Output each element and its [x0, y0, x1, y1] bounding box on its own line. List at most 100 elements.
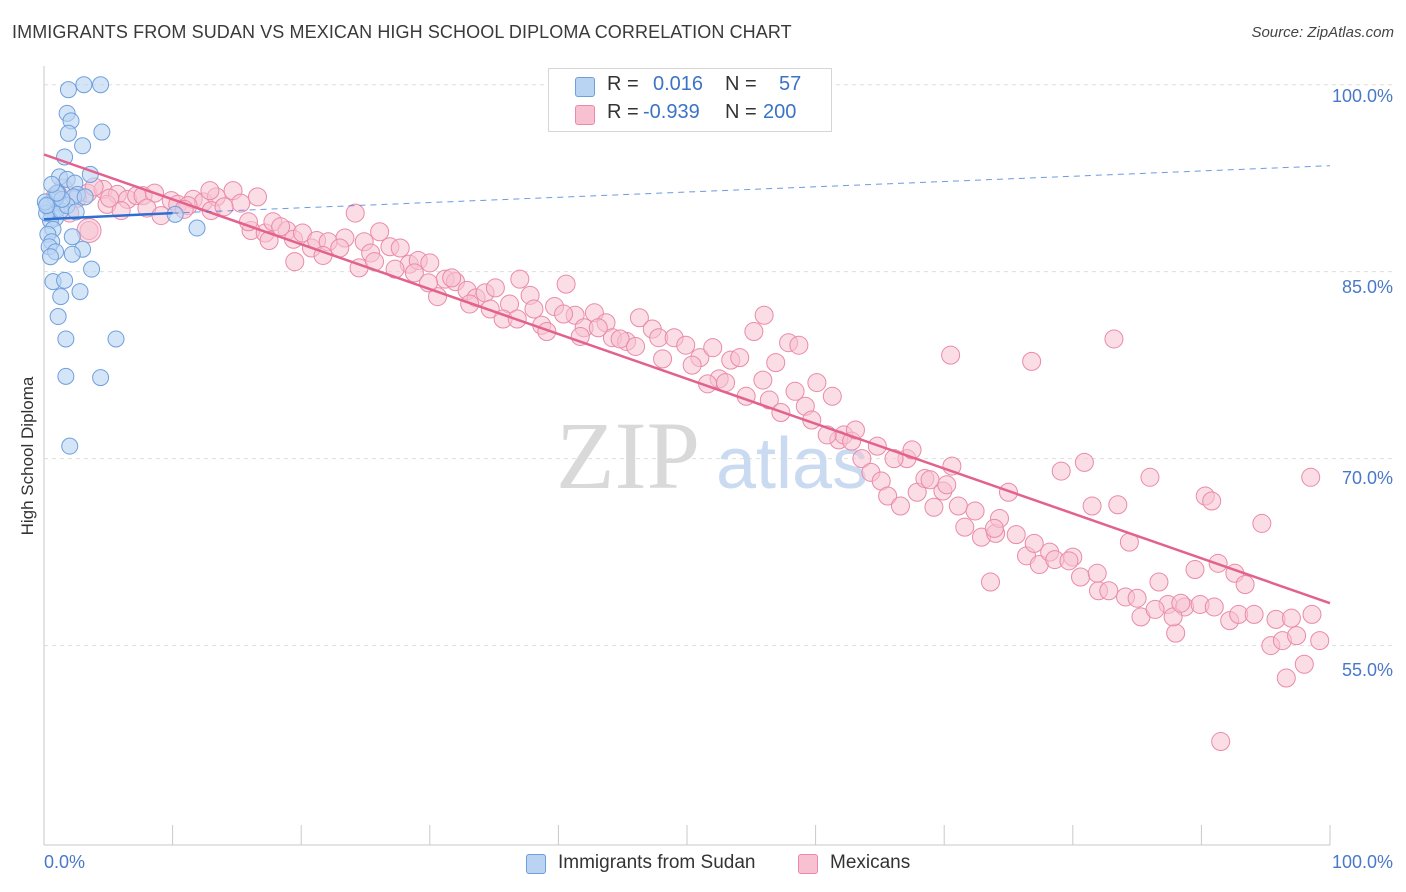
gridlines — [44, 84, 1392, 647]
point-mexicans-127 — [941, 345, 961, 365]
point-mexicans-150 — [442, 268, 462, 288]
point-mexicans-158 — [588, 318, 608, 338]
point-mexicans-102 — [1140, 467, 1160, 487]
point-mexicans-128 — [754, 305, 774, 325]
point-mexicans-148 — [404, 263, 424, 283]
point-mexicans-123 — [1301, 467, 1321, 487]
point-sudan-7 — [74, 137, 92, 155]
point-mexicans-174 — [884, 449, 904, 469]
x-tick-max: 100.0% — [1331, 852, 1393, 872]
point-mexicans-178 — [948, 496, 968, 516]
watermark: ZIP atlas — [556, 402, 868, 509]
swatch-mexicans — [575, 105, 595, 125]
point-mexicans-189 — [1127, 588, 1147, 608]
point-mexicans-175 — [902, 440, 922, 460]
point-mexicans-200 — [100, 188, 120, 208]
point-sudan-6 — [93, 123, 111, 141]
point-mexicans-105 — [1166, 623, 1186, 643]
x-tick-min: 0.0% — [44, 852, 86, 872]
point-mexicans-120 — [1294, 654, 1314, 674]
r-label: R = — [607, 101, 639, 123]
point-sudan-42 — [56, 271, 74, 289]
point-sudan-47 — [107, 330, 125, 348]
point-mexicans-141 — [259, 230, 279, 250]
point-mexicans-161 — [653, 349, 673, 369]
point-mexicans-126 — [980, 572, 1000, 592]
source-label: Source: ZipAtlas.com — [1251, 24, 1394, 41]
n-value-sudan: 57 — [779, 73, 802, 95]
point-mexicans-109 — [1202, 491, 1222, 511]
point-sudan-39 — [41, 248, 59, 266]
point-mexicans-83 — [924, 497, 944, 517]
point-mexicans-117 — [1287, 626, 1307, 646]
point-mexicans-17 — [231, 193, 251, 213]
point-mexicans-61 — [703, 338, 723, 358]
point-mexicans-99 — [1108, 495, 1128, 515]
point-mexicans-202 — [200, 181, 220, 201]
swatch-sudan — [575, 77, 595, 97]
point-sudan-44 — [52, 288, 70, 306]
point-mexicans-196 — [1244, 604, 1264, 624]
point-mexicans-156 — [537, 321, 557, 341]
point-mexicans-65 — [744, 321, 764, 341]
point-sudan-0 — [75, 76, 93, 94]
point-mexicans-69 — [789, 335, 809, 355]
point-mexicans-59 — [676, 335, 696, 355]
point-mexicans-75 — [852, 449, 872, 469]
n-label: N = — [725, 73, 757, 95]
legend-swatch-sudan — [526, 854, 546, 874]
point-mexicans-42 — [485, 278, 505, 298]
point-mexicans-166 — [759, 390, 779, 410]
point-mexicans-185 — [1071, 567, 1091, 587]
point-sudan-40 — [83, 260, 101, 278]
point-mexicans-67 — [766, 353, 786, 373]
point-mexicans-31 — [370, 222, 390, 242]
point-sudan-38 — [63, 245, 81, 263]
point-mexicans-131 — [285, 252, 305, 272]
point-mexicans-142 — [271, 217, 291, 237]
point-mexicans-33 — [390, 238, 410, 258]
r-value-mexicans: -0.939 — [643, 101, 700, 123]
y-tick-70: 70.0% — [1341, 468, 1393, 488]
trend-line-sudan-extension — [172, 165, 1331, 214]
n-value-mexicans: 200 — [763, 101, 797, 123]
point-sudan-45 — [49, 308, 67, 326]
watermark-zip: ZIP — [556, 402, 700, 509]
legend-label-mexicans: Mexicans — [830, 852, 911, 873]
point-mexicans-187 — [1099, 581, 1119, 601]
point-mexicans-78 — [878, 486, 898, 506]
point-mexicans-118 — [1302, 604, 1322, 624]
chart-title: IMMIGRANTS FROM SUDAN VS MEXICAN HIGH SC… — [12, 22, 792, 42]
series-sudan-points — [36, 76, 206, 455]
y-axis-label-text: High School Diploma — [18, 376, 37, 536]
point-mexicans-180 — [984, 518, 1004, 538]
trend-line-sudan — [43, 211, 173, 221]
legend: Immigrants from Sudan Mexicans — [0, 852, 1406, 878]
point-mexicans-155 — [524, 299, 544, 319]
point-sudan-53 — [38, 197, 56, 215]
point-mexicans-168 — [785, 381, 805, 401]
trend-lines — [43, 153, 1331, 605]
point-mexicans-121 — [1276, 668, 1296, 688]
point-sudan-5 — [59, 124, 77, 142]
y-tick-55: 55.0% — [1341, 660, 1393, 680]
point-sudan-50 — [61, 437, 79, 455]
point-mexicans-107 — [1185, 560, 1205, 580]
point-sudan-1 — [92, 76, 110, 94]
stats-box: R = 0.016 N = 57 R = -0.939 N = 200 — [548, 68, 832, 132]
point-mexicans-203 — [247, 187, 267, 207]
point-mexicans-139 — [214, 197, 234, 217]
point-mexicans-86 — [955, 517, 975, 537]
point-mexicans-122 — [1211, 732, 1231, 752]
point-sudan-56 — [43, 175, 61, 193]
point-sudan-34 — [63, 228, 81, 246]
point-sudan-31 — [188, 219, 206, 237]
point-mexicans-162 — [682, 355, 702, 375]
axes — [43, 66, 1331, 846]
point-mexicans-194 — [1204, 597, 1224, 617]
point-mexicans-179 — [965, 501, 985, 521]
point-mexicans-94 — [1051, 461, 1071, 481]
y-tick-100: 100.0% — [1331, 86, 1393, 106]
stats-row-sudan: R = 0.016 N = 57 — [549, 73, 831, 99]
